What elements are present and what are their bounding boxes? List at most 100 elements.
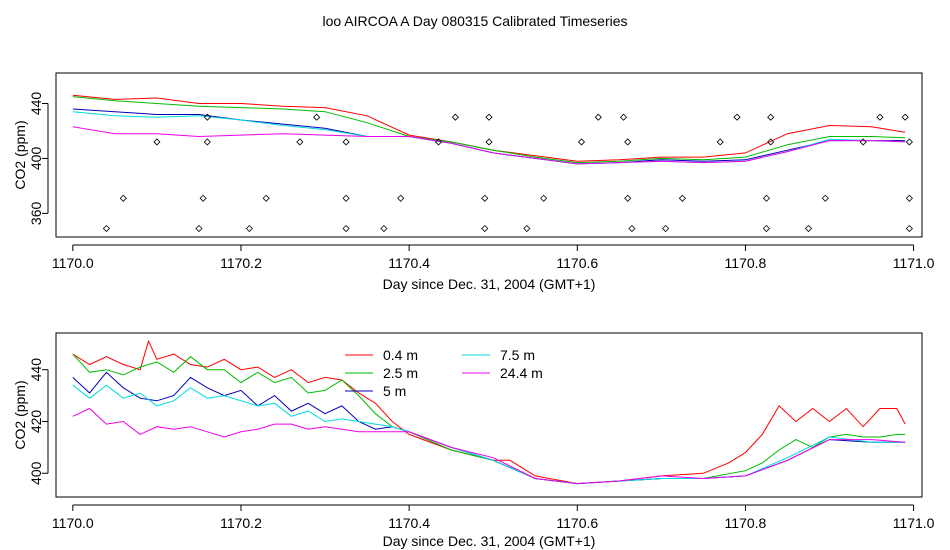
x-tick-label: 1170.2 — [220, 255, 262, 271]
data-point — [767, 113, 775, 121]
legend-label: 2.5 m — [383, 365, 418, 381]
data-point — [804, 224, 813, 233]
y-tick-label: 420 — [28, 410, 44, 434]
plot-area — [72, 339, 906, 485]
figure-title: loo AIRCOA A Day 080315 Calibrated Times… — [322, 13, 627, 29]
x-tick-label: 1171.0 — [893, 255, 935, 271]
y-axis-title: CO2 (ppm) — [12, 380, 28, 449]
data-point — [859, 138, 867, 146]
data-point — [342, 138, 350, 146]
data-point — [342, 224, 350, 233]
data-point — [577, 138, 586, 146]
x-tick-label: 1170.8 — [725, 255, 767, 271]
data-point — [481, 224, 489, 233]
data-point — [661, 224, 670, 233]
data-point — [451, 113, 459, 121]
data-point — [821, 194, 829, 202]
data-point — [397, 194, 405, 202]
x-tick-label: 1170.4 — [388, 515, 430, 531]
data-point — [342, 194, 350, 202]
y-axis: 400 420 440 — [28, 358, 49, 485]
data-point — [434, 138, 443, 146]
y-tick-label: 360 — [28, 201, 44, 225]
data-point — [313, 113, 321, 121]
legend-label: 5 m — [383, 383, 406, 399]
y-tick-label: 440 — [28, 358, 44, 382]
x-tick-label: 1170.6 — [556, 255, 598, 271]
data-point — [905, 224, 913, 233]
x-tick-label: 1170.2 — [220, 515, 262, 531]
x-tick-label: 1171.0 — [893, 515, 935, 531]
data-point — [296, 138, 304, 146]
legend: 0.4 m 2.5 m 5 m 7.5 m 24.4 m — [345, 347, 543, 399]
data-point — [678, 194, 686, 202]
chart-panel-bottom: 1170.0 1170.2 1170.4 1170.6 1170.8 1171.0 Day … — [12, 332, 935, 549]
series-line-7-5-m — [72, 384, 906, 485]
y-tick-label: 400 — [28, 461, 44, 485]
data-point — [199, 194, 207, 202]
data-point — [716, 138, 724, 146]
data-point — [380, 224, 388, 233]
data-point — [203, 113, 211, 121]
data-point — [762, 194, 771, 202]
x-tick-label: 1170.6 — [556, 515, 598, 531]
y-axis: 360 400 440 — [28, 92, 49, 225]
x-tick-label: 1170.8 — [725, 515, 767, 531]
x-axis-title: Day since Dec. 31, 2004 (GMT+1) — [383, 276, 596, 292]
data-point — [628, 224, 636, 233]
data-point — [624, 138, 632, 146]
y-axis-title: CO2 (ppm) — [12, 120, 28, 189]
x-axis: 1170.0 1170.2 1170.4 1170.6 1170.8 1171.0 — [52, 244, 935, 271]
data-point — [619, 113, 628, 121]
data-point — [481, 194, 489, 202]
data-point — [901, 113, 909, 121]
plot-area — [72, 94, 913, 233]
y-tick-label: 440 — [28, 92, 44, 116]
data-point — [624, 194, 632, 202]
chart-panel-top: 1170.0 1170.2 1170.4 1170.6 1170.8 1171.0 Day … — [12, 72, 935, 292]
data-point — [876, 113, 884, 121]
legend-item: 5 m — [345, 383, 406, 399]
series-line-5-m — [72, 371, 906, 485]
series-line-2-5-m — [72, 353, 906, 485]
series-line-24-4-m — [72, 407, 906, 485]
data-point — [762, 224, 771, 233]
x-tick-label: 1170.4 — [388, 255, 430, 271]
data-point — [485, 138, 493, 146]
data-point — [262, 194, 270, 202]
x-axis: 1170.0 1170.2 1170.4 1170.6 1170.8 1171.0 — [52, 504, 935, 531]
data-point — [594, 113, 602, 121]
x-axis-title: Day since Dec. 31, 2004 (GMT+1) — [383, 533, 596, 549]
data-point — [485, 113, 493, 121]
data-point — [523, 224, 531, 233]
x-tick-label: 1170.0 — [52, 515, 94, 531]
plot-frame — [55, 332, 923, 498]
series-line-4 — [72, 111, 906, 165]
series-line-5 — [72, 126, 906, 165]
data-point — [905, 138, 913, 146]
data-point — [102, 224, 111, 233]
data-point — [733, 113, 741, 121]
legend-item: 0.4 m — [345, 347, 418, 363]
data-point — [905, 194, 913, 202]
data-point — [119, 194, 127, 202]
data-point — [203, 138, 211, 146]
plot-frame — [55, 72, 923, 238]
data-point — [195, 224, 203, 233]
legend-item: 24.4 m — [462, 365, 543, 381]
series-line-2 — [72, 96, 906, 164]
legend-item: 7.5 m — [462, 347, 535, 363]
data-point — [153, 138, 161, 146]
legend-label: 24.4 m — [500, 365, 543, 381]
x-tick-label: 1170.0 — [52, 255, 94, 271]
series-line-1 — [72, 94, 906, 162]
legend-item: 2.5 m — [345, 365, 418, 381]
legend-label: 0.4 m — [383, 347, 418, 363]
data-point — [767, 138, 775, 146]
series-line-0-4-m — [72, 339, 906, 485]
data-point — [540, 194, 548, 202]
data-point — [245, 224, 253, 233]
y-tick-label: 400 — [28, 147, 44, 171]
legend-label: 7.5 m — [500, 347, 535, 363]
